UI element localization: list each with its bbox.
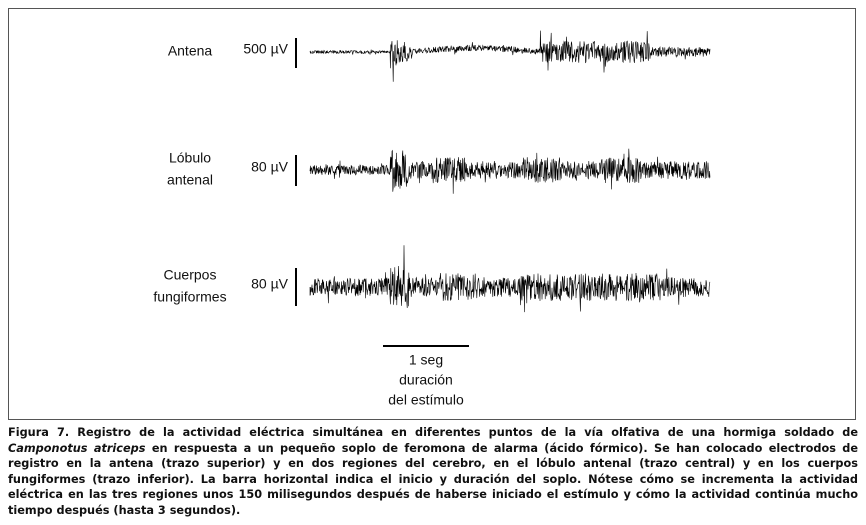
scale-label: 80 µV [251, 276, 289, 292]
stimulus-label: del estímulo [388, 392, 464, 408]
trace-label: Lóbulo [169, 150, 211, 166]
trace [309, 30, 711, 82]
trace-label: Cuerpos [164, 267, 217, 283]
caption: Figura 7. Registro de la actividad eléct… [8, 425, 858, 518]
trace [309, 245, 711, 313]
stimulus-label: duración [399, 372, 453, 388]
figure-frame [8, 8, 856, 420]
trace-label: Antena [168, 43, 213, 59]
scale-label: 500 µV [243, 41, 288, 57]
scale-label: 80 µV [251, 159, 289, 175]
caption-body: en respuesta a un pequeño soplo de ferom… [8, 441, 859, 517]
caption-heading: Figura 7. Registro de la actividad eléct… [8, 426, 858, 439]
figure: Antena 500 µV Lóbulo antenal 80 µV Cuerpos fun… [153, 30, 711, 408]
trace-label: fungiformes [153, 289, 226, 305]
trace-label: antenal [167, 172, 213, 188]
trace [309, 148, 711, 194]
stimulus-label: 1 seg [409, 352, 443, 368]
caption-species: Camponotus atriceps [8, 441, 146, 455]
